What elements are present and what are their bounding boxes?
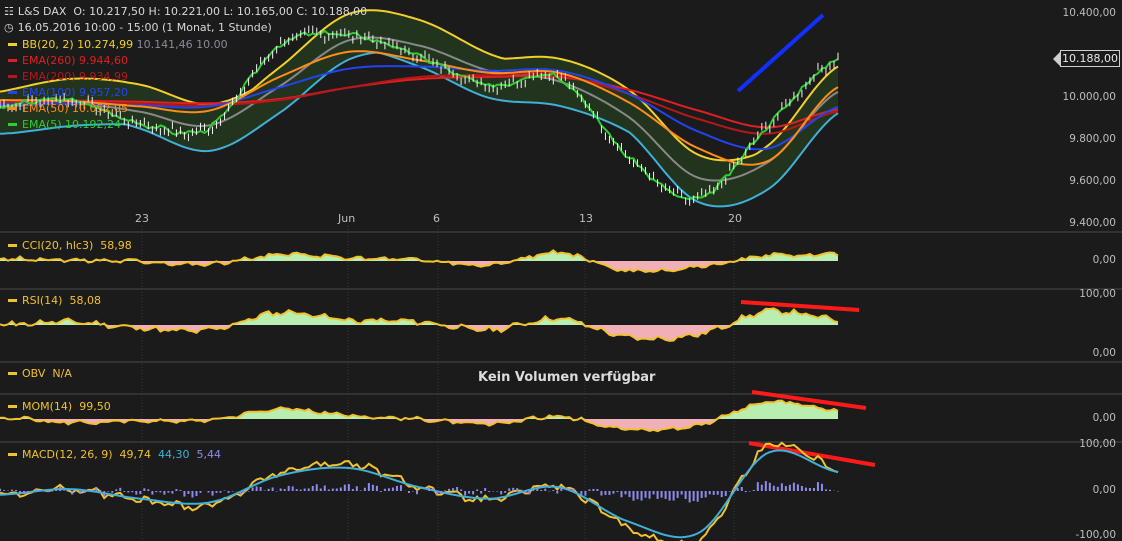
legend-item: EMA(50) 10.052,05 bbox=[8, 102, 128, 115]
macd-signal-line bbox=[0, 449, 839, 539]
macd-tick-label: 100,00 bbox=[1079, 438, 1116, 450]
trend-line-macd bbox=[748, 441, 876, 467]
cci-value: 58,98 bbox=[100, 239, 132, 252]
legend-extra: 10.141,46 10.00 bbox=[133, 38, 228, 51]
price-tick-label: 9.600,00 bbox=[1069, 175, 1116, 187]
cci-label: CCI(20, hlc3) bbox=[22, 239, 94, 252]
time-tick-label: 13 bbox=[579, 212, 593, 225]
mom-value: 99,50 bbox=[79, 400, 111, 413]
macd-line bbox=[0, 441, 839, 541]
symbol-name: L&S DAX bbox=[17, 5, 67, 18]
time-tick-label: 6 bbox=[433, 212, 440, 225]
trend-line-mom bbox=[751, 390, 867, 410]
header-period-row: ◷ 16.05.2016 10:00 - 15:00 (1 Monat, 1 St… bbox=[4, 22, 272, 34]
price-tick-label: 10.400,00 bbox=[1062, 7, 1116, 19]
time-tick-label: Jun bbox=[338, 212, 356, 225]
legend-label: EMA(260) 9.944,60 bbox=[22, 54, 129, 67]
legend-swatch bbox=[8, 74, 17, 78]
legend-swatch bbox=[8, 42, 17, 46]
macd-tick-label: 0,00 bbox=[1092, 484, 1116, 496]
mom-legend: MOM(14) 99,50 bbox=[8, 400, 111, 413]
macd-tick-label: -100,00 bbox=[1075, 529, 1116, 541]
header-symbol-row: ☷ L&S DAX O: 10.217,50 H: 10.221,00 L: 10… bbox=[4, 6, 367, 18]
rsi-value: 58,08 bbox=[69, 294, 101, 307]
bollinger-band-fill bbox=[0, 10, 838, 207]
price-tick-label: 9.800,00 bbox=[1069, 133, 1116, 145]
mom-line bbox=[0, 399, 839, 433]
legend-swatch bbox=[8, 122, 17, 126]
bollinger-mid-line bbox=[0, 36, 839, 182]
legend-label: EMA(100) 9.957,20 bbox=[22, 86, 129, 99]
mom-fill-pos bbox=[0, 400, 838, 419]
rsi-label: RSI(14) bbox=[22, 294, 63, 307]
legend-label: EMA(200) 9.934,99 bbox=[22, 70, 129, 83]
macd-signal-value: 44,30 bbox=[158, 448, 190, 461]
cci-line bbox=[0, 249, 839, 274]
rsi-fill-neg bbox=[0, 325, 838, 341]
mom-fill-neg bbox=[0, 419, 838, 432]
rsi-line bbox=[0, 307, 839, 342]
legend-swatch bbox=[8, 106, 17, 110]
price-tick-label: 10.000,00 bbox=[1062, 91, 1116, 103]
ema5-line bbox=[0, 29, 839, 201]
macd-hist-value: 5,44 bbox=[196, 448, 222, 461]
bollinger-upper-line bbox=[0, 9, 839, 162]
cci-fill-neg bbox=[0, 261, 838, 272]
legend-swatch bbox=[8, 58, 17, 62]
macd-legend: MACD(12, 26, 9) 49,74 44,30 5,44 bbox=[8, 448, 221, 461]
time-tick-label: 20 bbox=[728, 212, 742, 225]
mom-tick-label: 0,00 bbox=[1092, 412, 1116, 424]
rsi-legend: RSI(14) 58,08 bbox=[8, 294, 101, 307]
legend-label: EMA(50) 10.052,05 bbox=[22, 102, 129, 115]
obv-legend: OBV N/A bbox=[8, 367, 72, 380]
ohlc-values: O: 10.217,50 H: 10.221,00 L: 10.165,00 C… bbox=[73, 5, 368, 18]
ema260-line bbox=[0, 75, 839, 129]
ema200-line bbox=[0, 72, 839, 135]
chart-type-icon[interactable]: ☷ bbox=[4, 5, 14, 18]
legend-item: EMA(200) 9.934,99 bbox=[8, 70, 128, 83]
cci-tick-label: 0,00 bbox=[1092, 254, 1116, 266]
ema50-line bbox=[0, 50, 839, 166]
rsi-tick-label: 100,00 bbox=[1079, 288, 1116, 300]
legend-item: EMA(5) 10.192,24 bbox=[8, 118, 121, 131]
obv-label: OBV bbox=[22, 367, 46, 380]
legend-item: BB(20, 2) 10.274,99 10.141,46 10.00 bbox=[8, 38, 228, 51]
clock-icon: ◷ bbox=[4, 21, 14, 34]
legend-label: EMA(5) 10.192,24 bbox=[22, 118, 122, 131]
mom-label: MOM(14) bbox=[22, 400, 73, 413]
cci-legend: CCI(20, hlc3) 58,98 bbox=[8, 239, 132, 252]
macd-label: MACD(12, 26, 9) bbox=[22, 448, 113, 461]
rsi-fill-pos bbox=[0, 308, 838, 325]
price-tick-label: 9.400,00 bbox=[1069, 217, 1116, 229]
period-text: 16.05.2016 10:00 - 15:00 (1 Monat, 1 Stu… bbox=[17, 21, 272, 34]
macd-value: 49,74 bbox=[119, 448, 152, 461]
legend-item: EMA(260) 9.944,60 bbox=[8, 54, 128, 67]
trend-line-up bbox=[736, 13, 825, 93]
rsi-tick-label: 0,00 bbox=[1092, 347, 1116, 359]
time-tick-label: 23 bbox=[135, 212, 149, 225]
trend-line-rsi bbox=[740, 300, 860, 312]
obv-value: N/A bbox=[52, 367, 72, 380]
legend-swatch bbox=[8, 90, 17, 94]
legend-item: EMA(100) 9.957,20 bbox=[8, 86, 128, 99]
no-volume-message: Kein Volumen verfügbar bbox=[478, 370, 656, 385]
legend-label: BB(20, 2) 10.274,99 bbox=[22, 38, 134, 51]
last-price-badge: 10.188,00 bbox=[1053, 50, 1120, 67]
